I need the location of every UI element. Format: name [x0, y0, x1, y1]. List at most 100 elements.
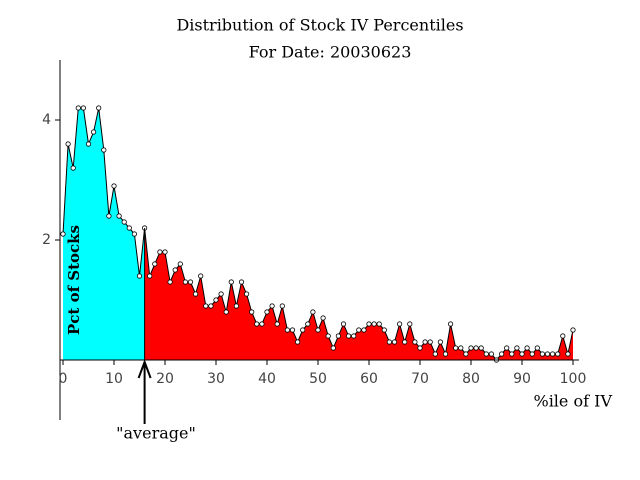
- point-marker: [157, 249, 163, 255]
- point-marker: [305, 321, 311, 327]
- point-marker: [458, 345, 464, 351]
- x-tick-label: 70: [411, 371, 429, 387]
- point-marker: [544, 351, 551, 357]
- point-marker: [356, 327, 362, 333]
- point-marker: [422, 339, 428, 345]
- point-marker: [498, 351, 505, 357]
- point-marker: [233, 303, 239, 309]
- y-tick-label: 4: [42, 112, 51, 128]
- point-marker: [560, 333, 566, 339]
- point-marker: [468, 345, 474, 351]
- point-marker: [289, 327, 296, 333]
- point-marker: [213, 297, 219, 303]
- point-marker: [386, 339, 392, 345]
- point-marker: [529, 351, 535, 357]
- chart-subtitle: For Date: 20030623: [249, 43, 412, 62]
- point-marker: [75, 105, 81, 111]
- point-marker: [407, 321, 413, 327]
- point-marker: [106, 213, 112, 219]
- point-marker: [371, 321, 377, 327]
- x-tick-label: 100: [560, 371, 587, 387]
- point-marker: [335, 333, 341, 339]
- point-marker: [340, 321, 347, 327]
- point-marker: [549, 351, 556, 357]
- point-marker: [524, 345, 530, 351]
- point-marker: [223, 309, 229, 315]
- point-marker: [162, 249, 168, 255]
- point-marker: [427, 339, 433, 345]
- point-marker: [437, 339, 443, 345]
- arrow-head: [137, 359, 152, 379]
- point-marker: [121, 219, 127, 225]
- point-marker: [284, 327, 290, 333]
- point-marker: [534, 345, 540, 351]
- point-marker: [432, 351, 438, 357]
- point-marker: [361, 327, 367, 333]
- point-marker: [325, 333, 331, 339]
- x-tick-label: 20: [156, 371, 174, 387]
- x-tick-label: 0: [59, 371, 68, 387]
- point-marker: [402, 339, 408, 345]
- point-marker: [136, 273, 143, 279]
- point-marker: [244, 291, 250, 297]
- point-marker: [412, 339, 418, 345]
- point-marker: [381, 327, 387, 333]
- point-marker: [519, 351, 525, 357]
- point-marker: [101, 147, 107, 153]
- point-marker: [147, 273, 153, 279]
- point-marker: [509, 351, 515, 357]
- point-marker: [269, 303, 275, 309]
- point-marker: [249, 309, 255, 315]
- point-marker: [228, 279, 234, 285]
- x-axis-label: %ile of IV: [533, 392, 612, 411]
- point-marker: [80, 105, 87, 111]
- point-marker: [345, 333, 352, 339]
- x-tick-label: 10: [105, 371, 123, 387]
- y-tick-label: 2: [42, 232, 51, 248]
- point-marker: [514, 345, 520, 351]
- point-marker: [320, 315, 326, 321]
- point-marker: [254, 321, 260, 327]
- point-marker: [478, 345, 484, 351]
- point-marker: [65, 141, 71, 147]
- x-tick-label: 60: [360, 371, 378, 387]
- point-marker: [555, 351, 561, 357]
- point-marker: [391, 339, 398, 345]
- point-marker: [473, 345, 479, 351]
- chart-title: Distribution of Stock IV Percentiles: [176, 16, 463, 35]
- point-marker: [193, 291, 199, 297]
- point-marker: [264, 309, 270, 315]
- point-marker: [274, 321, 280, 327]
- point-marker: [351, 333, 357, 339]
- point-marker: [167, 279, 173, 285]
- point-marker: [483, 351, 489, 357]
- point-marker: [259, 321, 265, 327]
- average-label: "average": [116, 424, 196, 443]
- point-marker: [463, 351, 469, 357]
- point-marker: [488, 351, 494, 357]
- point-marker: [182, 279, 188, 285]
- point-marker: [366, 321, 372, 327]
- point-marker: [442, 351, 449, 357]
- point-marker: [396, 321, 403, 327]
- x-tick-label: 30: [207, 371, 225, 387]
- point-marker: [198, 273, 204, 279]
- point-marker: [417, 345, 423, 351]
- point-marker: [238, 279, 245, 285]
- point-marker: [177, 261, 183, 267]
- point-marker: [453, 345, 459, 351]
- point-marker: [330, 345, 336, 351]
- point-marker: [126, 225, 132, 231]
- x-tick-label: 50: [309, 371, 327, 387]
- point-marker: [172, 267, 178, 273]
- point-marker: [203, 303, 209, 309]
- point-marker: [447, 321, 454, 327]
- point-marker: [187, 279, 194, 285]
- point-marker: [70, 165, 76, 171]
- area: [63, 108, 573, 360]
- x-tick-label: 40: [258, 371, 276, 387]
- point-marker: [279, 303, 285, 309]
- y-axis-label: Pct of Stocks: [65, 225, 83, 335]
- point-marker: [208, 303, 214, 309]
